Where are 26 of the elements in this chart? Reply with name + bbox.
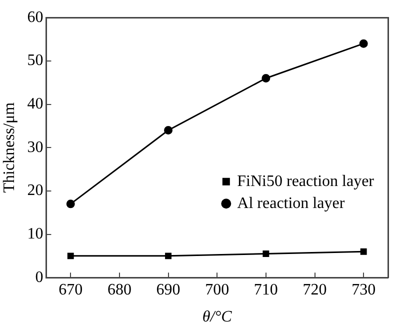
x-tick-label: 710 — [254, 281, 278, 298]
point — [165, 252, 172, 260]
point — [360, 248, 367, 255]
x-tick-label: 700 — [205, 281, 230, 298]
y-tick-label: 20 — [27, 182, 44, 200]
x-tick-label: 730 — [352, 281, 376, 298]
x-tick-label: 720 — [302, 281, 327, 298]
point — [262, 74, 270, 83]
legend-label: FiNi50 reaction layer — [237, 172, 375, 190]
y-tick-label: 50 — [27, 52, 44, 70]
point — [66, 200, 75, 208]
y-tick-label: 0 — [35, 268, 44, 286]
y-tick-label: 10 — [27, 225, 44, 242]
point — [359, 39, 368, 48]
y-tick-label: 30 — [27, 138, 44, 156]
point — [262, 250, 270, 257]
x-tick-label: 670 — [58, 281, 83, 298]
y-tick-label: 40 — [27, 95, 44, 112]
y-tick-label: 60 — [27, 8, 44, 26]
x-tick-label: 690 — [156, 281, 180, 298]
legend-label: Al reaction layer — [237, 194, 346, 212]
y-axis-title: Thickness/μm — [0, 102, 18, 193]
point — [164, 126, 173, 135]
x-tick-label: 680 — [107, 281, 132, 298]
point — [67, 252, 74, 260]
x-axis-title: θ/°C — [202, 308, 232, 326]
